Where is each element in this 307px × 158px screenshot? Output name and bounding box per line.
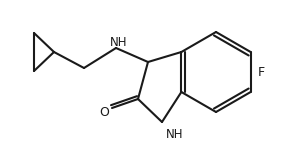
Text: F: F: [258, 66, 265, 79]
Text: NH: NH: [110, 36, 128, 49]
Text: O: O: [99, 106, 109, 118]
Text: NH: NH: [166, 128, 184, 140]
